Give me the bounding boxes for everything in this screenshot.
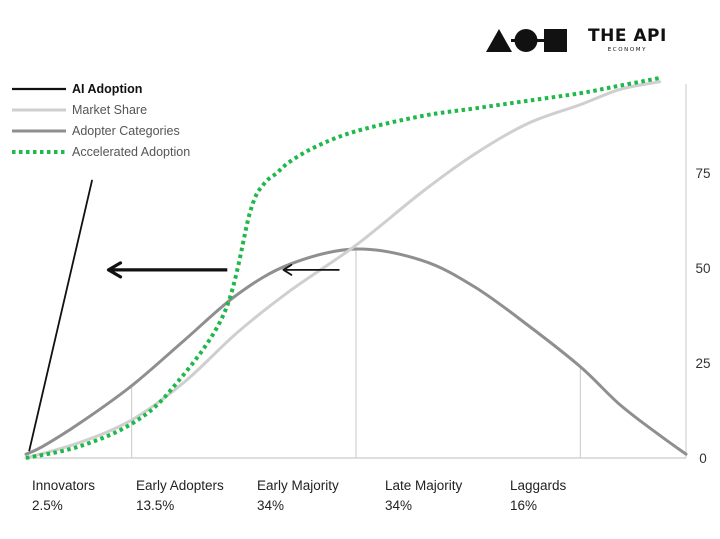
category-label-early-majority: Early Majority 34% xyxy=(257,476,339,516)
category-label-early-adopters: Early Adopters 13.5% xyxy=(136,476,224,516)
brand-text: THE API ECONOMY xyxy=(588,28,667,54)
legend-swatch-market-share xyxy=(12,108,66,111)
brand-logo: THE API ECONOMY xyxy=(486,24,667,58)
legend-swatch-accelerated-adoption xyxy=(12,149,66,154)
y-tick-label-75: 75 xyxy=(695,166,710,181)
legend-item-market-share: Market Share xyxy=(12,99,190,120)
legend-label: Adopter Categories xyxy=(72,123,180,138)
category-name: Early Adopters xyxy=(136,478,224,493)
chart-legend: AI Adoption Market Share Adopter Categorie… xyxy=(12,78,190,162)
brand-subtitle: ECONOMY xyxy=(607,47,648,54)
series-line-market-share xyxy=(24,80,662,460)
series-line-ai-adoption xyxy=(28,179,93,452)
arrows-group xyxy=(106,261,340,279)
legend-item-accelerated-adoption: Accelerated Adoption xyxy=(12,141,190,162)
category-name: Late Majority xyxy=(385,478,463,493)
category-label-laggards: Laggards 16% xyxy=(510,476,566,516)
legend-item-ai-adoption: AI Adoption xyxy=(12,78,190,99)
legend-label: Accelerated Adoption xyxy=(72,144,191,159)
category-label-innovators: Innovators 2.5% xyxy=(32,476,95,516)
legend-swatch-ai-adoption xyxy=(12,87,66,90)
category-share: 2.5% xyxy=(32,498,63,513)
arrow-1-head xyxy=(106,261,123,279)
legend-label: Market Share xyxy=(72,102,148,117)
legend-label: AI Adoption xyxy=(72,81,143,96)
brand-title: THE API xyxy=(588,26,667,47)
y-tick-label-0: 0 xyxy=(699,451,707,466)
category-name: Innovators xyxy=(32,478,96,493)
category-name: Early Majority xyxy=(257,478,339,493)
category-label-late-majority: Late Majority 34% xyxy=(385,476,462,516)
category-share: 13.5% xyxy=(136,498,175,513)
series-group xyxy=(24,76,688,460)
category-share: 34% xyxy=(385,498,413,513)
category-share: 16% xyxy=(510,498,538,513)
legend-swatch-adopter-categories xyxy=(12,129,66,132)
axes-group: 0 25 50 75 xyxy=(26,84,711,466)
arrow-2-head xyxy=(282,264,293,276)
y-tick-label-50: 50 xyxy=(695,261,710,276)
triangle-circle-square-logo-icon xyxy=(486,29,567,52)
legend-item-adopter-categories: Adopter Categories xyxy=(12,120,190,141)
category-name: Laggards xyxy=(510,478,567,493)
y-tick-label-25: 25 xyxy=(695,356,710,371)
series-line-adopter-categories xyxy=(24,247,688,456)
category-share: 34% xyxy=(257,498,285,513)
